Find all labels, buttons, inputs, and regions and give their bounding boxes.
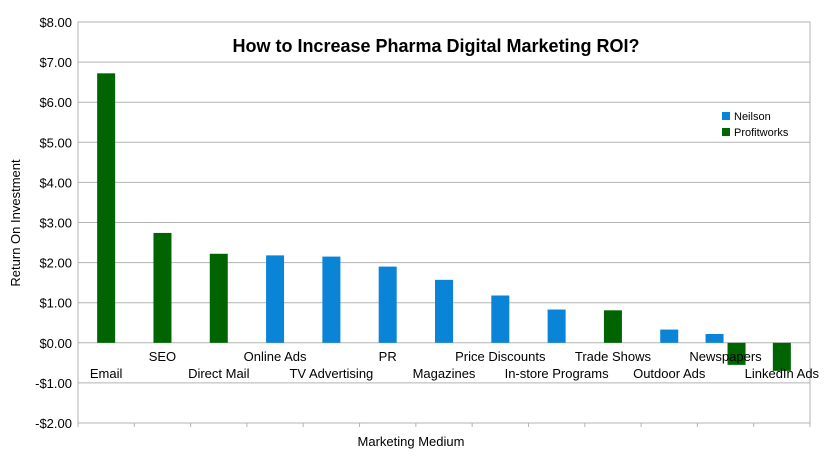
y-tick-label: $2.00 bbox=[39, 256, 72, 271]
bar-profitworks-trade-shows bbox=[603, 310, 622, 343]
y-tick-label: $6.00 bbox=[39, 95, 72, 110]
bar-neilson-online-ads bbox=[266, 255, 285, 343]
x-category-label: Direct Mail bbox=[188, 366, 250, 381]
y-tick-label: -$2.00 bbox=[35, 416, 72, 431]
y-axis-ticks: -$2.00 -$1.00 $0.00 $1.00 $2.00 $3.00 $4.00 $5.… bbox=[35, 15, 72, 431]
bar-profitworks-email bbox=[97, 73, 116, 343]
bar-neilson-newspapers bbox=[705, 333, 724, 343]
x-category-label: PR bbox=[379, 349, 397, 364]
bar-neilson-pr bbox=[378, 266, 397, 343]
y-tick-label: $3.00 bbox=[39, 216, 72, 231]
x-category-label: Online Ads bbox=[244, 349, 307, 364]
bar-neilson-price-discounts bbox=[491, 295, 510, 343]
bar-neilson-in-store-programs bbox=[547, 309, 566, 343]
x-category-label: Outdoor Ads bbox=[633, 366, 706, 381]
legend-swatch-profitworks bbox=[722, 128, 730, 136]
x-category-label: Email bbox=[90, 366, 123, 381]
x-category-label: Price Discounts bbox=[455, 349, 546, 364]
legend: Neilson Profitworks bbox=[722, 111, 789, 139]
x-category-label: SEO bbox=[149, 349, 176, 364]
x-axis-categories: Email SEO Direct Mail Online Ads TV Advertis… bbox=[90, 349, 820, 381]
y-tick-label: $4.00 bbox=[39, 175, 72, 190]
bar-profitworks-linkedin-ads bbox=[772, 342, 791, 371]
legend-label-neilson: Neilson bbox=[734, 111, 771, 123]
y-tick-label: $5.00 bbox=[39, 135, 72, 150]
x-category-label: Trade Shows bbox=[575, 349, 652, 364]
bars bbox=[97, 73, 791, 371]
x-axis-title: Marketing Medium bbox=[358, 434, 465, 449]
legend-swatch-neilson bbox=[722, 112, 730, 120]
bar-neilson-tv-advertising bbox=[322, 256, 341, 343]
bar-neilson-outdoor-ads bbox=[660, 329, 679, 343]
bar-neilson-magazines bbox=[435, 279, 453, 343]
chart-title: How to Increase Pharma Digital Marketing… bbox=[232, 36, 639, 56]
y-tick-label: $7.00 bbox=[39, 55, 72, 70]
x-category-label: Newspapers bbox=[689, 349, 762, 364]
y-tick-label: $8.00 bbox=[39, 15, 72, 30]
y-tick-label: $1.00 bbox=[39, 296, 72, 311]
bar-profitworks-seo bbox=[153, 232, 172, 343]
y-axis-title: Return On Investment bbox=[8, 159, 23, 287]
x-category-label: Magazines bbox=[413, 366, 476, 381]
x-category-label: LinkedIn Ads bbox=[745, 366, 820, 381]
legend-label-profitworks: Profitworks bbox=[734, 127, 789, 139]
bar-profitworks-direct-mail bbox=[209, 253, 228, 343]
y-tick-label: $0.00 bbox=[39, 336, 72, 351]
y-tick-label: -$1.00 bbox=[35, 376, 72, 391]
x-category-label: TV Advertising bbox=[289, 366, 373, 381]
gridlines bbox=[77, 21, 811, 427]
x-category-label: In-store Programs bbox=[505, 366, 610, 381]
bar-profitworks-newspapers bbox=[727, 342, 746, 365]
